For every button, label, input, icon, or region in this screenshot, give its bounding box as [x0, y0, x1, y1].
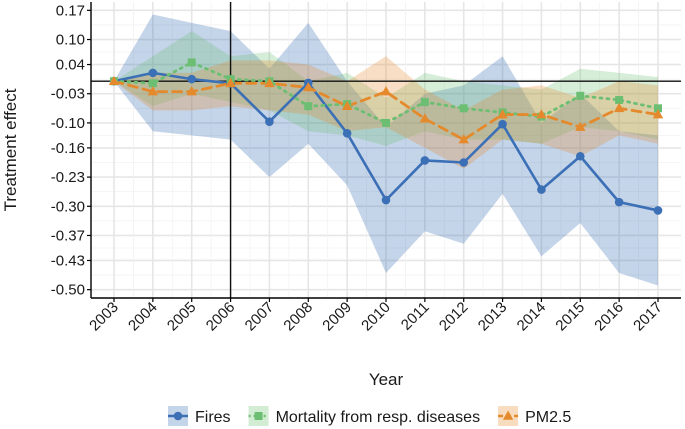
- x-tick-label: 2017: [630, 299, 666, 335]
- legend-label: PM2.5: [525, 409, 571, 426]
- x-tick-label: 2007: [242, 299, 278, 335]
- data-point: [576, 91, 585, 100]
- data-point: [652, 109, 664, 119]
- legend-label: Mortality from resp. diseases: [276, 409, 481, 426]
- data-point: [537, 185, 546, 194]
- x-tick-label: 2016: [591, 299, 627, 335]
- y-tick-label: -0.10: [51, 115, 85, 132]
- data-point: [186, 86, 197, 96]
- data-point: [265, 117, 274, 126]
- y-tick-label: -0.43: [51, 252, 85, 269]
- data-point: [419, 113, 431, 123]
- x-tick-label: 2003: [86, 299, 122, 335]
- data-point: [458, 134, 469, 144]
- y-tick-label: 0.17: [56, 2, 85, 19]
- ci-band: [114, 31, 658, 146]
- data-point: [382, 118, 390, 127]
- data-point: [614, 197, 624, 207]
- data-point: [381, 195, 391, 205]
- data-point: [342, 129, 352, 138]
- data-point: [148, 68, 158, 78]
- y-tick-label: -0.03: [51, 86, 85, 103]
- legend-label: Fires: [195, 409, 231, 426]
- data-point: [459, 158, 469, 167]
- legend-key-marker: [254, 412, 263, 420]
- data-point: [615, 95, 624, 104]
- x-tick-label: 2015: [552, 299, 588, 335]
- data-point: [536, 109, 547, 119]
- x-tick-label: 2005: [164, 299, 200, 335]
- x-tick-label: 2013: [475, 299, 511, 335]
- x-tick-label: 2014: [514, 299, 550, 335]
- legend-key-marker: [502, 410, 514, 420]
- y-tick-label: 0.04: [56, 57, 85, 74]
- y-tick-label: -0.37: [51, 227, 85, 244]
- data-point: [575, 121, 586, 131]
- data-point: [613, 102, 625, 113]
- x-tick-label: 2008: [280, 299, 316, 335]
- y-axis-title: Treatment effect: [1, 88, 20, 211]
- data-point: [225, 77, 236, 88]
- grid: [91, 2, 681, 298]
- data-point: [108, 75, 120, 86]
- y-tick-label: -0.23: [51, 169, 85, 186]
- data-point: [187, 58, 196, 67]
- x-tick-label: 2004: [125, 299, 161, 335]
- y-tick-label: -0.16: [51, 140, 85, 157]
- legend: Fires Mortality from resp. diseases PM2.5: [168, 406, 571, 426]
- data-point: [380, 86, 392, 96]
- data-point: [497, 109, 508, 119]
- legend-key-marker: [173, 411, 183, 421]
- data-point: [654, 104, 662, 113]
- series-markers: [108, 58, 664, 215]
- x-tick-label: 2011: [398, 299, 433, 334]
- data-point: [498, 119, 507, 129]
- y-tick-label: -0.30: [51, 198, 85, 215]
- data-point: [653, 206, 663, 215]
- data-point: [459, 104, 468, 113]
- data-point: [148, 79, 157, 88]
- x-tick-label: 2010: [358, 299, 394, 335]
- data-point: [341, 100, 353, 111]
- x-tick-label: 2009: [319, 299, 355, 335]
- y-tick-label: 0.10: [56, 32, 85, 49]
- data-point: [303, 81, 314, 92]
- series-line: [112, 61, 660, 125]
- data-point: [420, 156, 430, 165]
- x-tick-label: 2012: [436, 299, 472, 335]
- data-point: [147, 86, 159, 96]
- data-point: [264, 77, 275, 88]
- y-axis-ticks: 0.17 0.10 0.04 -0.03 -0.10 -0.16 -0.23 -0.30 -0.…: [51, 2, 91, 299]
- data-point: [304, 102, 313, 111]
- x-axis-title: Year: [369, 370, 404, 389]
- x-axis-ticks: 2003 2004 2005 2006 2007 2008 2009 2010 2011 2012…: [86, 298, 666, 334]
- data-point: [187, 74, 197, 84]
- series-line: [112, 79, 660, 141]
- y-tick-label: -0.50: [51, 282, 85, 299]
- data-point: [420, 98, 429, 107]
- data-point: [575, 151, 585, 161]
- x-tick-label: 2006: [203, 299, 239, 335]
